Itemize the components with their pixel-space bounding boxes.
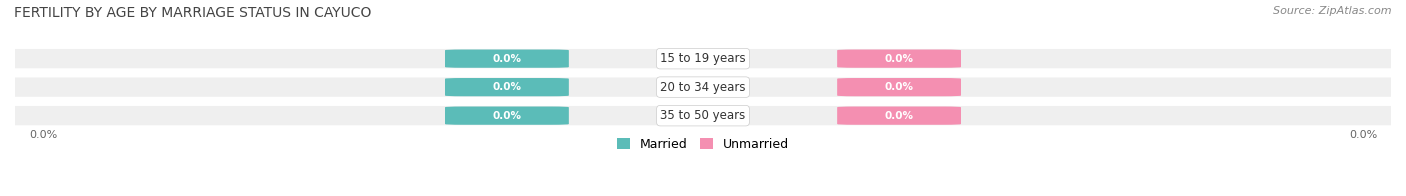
Text: 0.0%: 0.0% [884,111,914,121]
Text: 0.0%: 0.0% [28,130,58,140]
Text: FERTILITY BY AGE BY MARRIAGE STATUS IN CAYUCO: FERTILITY BY AGE BY MARRIAGE STATUS IN C… [14,6,371,20]
Text: 0.0%: 0.0% [492,111,522,121]
Text: 20 to 34 years: 20 to 34 years [661,81,745,94]
FancyBboxPatch shape [837,78,960,96]
FancyBboxPatch shape [0,47,1406,70]
FancyBboxPatch shape [446,106,569,125]
Text: Source: ZipAtlas.com: Source: ZipAtlas.com [1274,6,1392,16]
FancyBboxPatch shape [0,76,1406,99]
Text: 0.0%: 0.0% [1348,130,1378,140]
Text: 0.0%: 0.0% [492,54,522,64]
FancyBboxPatch shape [446,78,569,96]
Text: 15 to 19 years: 15 to 19 years [661,52,745,65]
FancyBboxPatch shape [446,50,569,68]
FancyBboxPatch shape [837,50,960,68]
FancyBboxPatch shape [837,106,960,125]
Text: 0.0%: 0.0% [492,82,522,92]
Text: 0.0%: 0.0% [884,82,914,92]
Legend: Married, Unmarried: Married, Unmarried [612,133,794,156]
Text: 0.0%: 0.0% [884,54,914,64]
Text: 35 to 50 years: 35 to 50 years [661,109,745,122]
FancyBboxPatch shape [0,104,1406,127]
